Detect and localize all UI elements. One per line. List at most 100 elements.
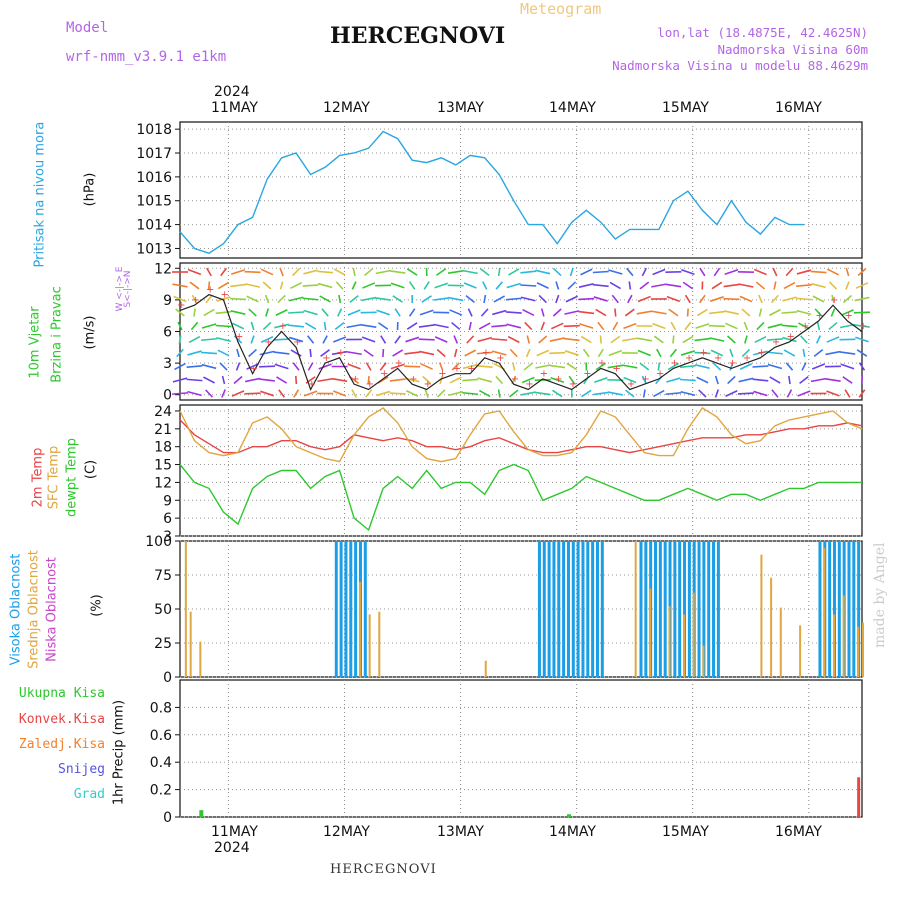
wind-barb xyxy=(853,311,871,314)
wind-barb xyxy=(175,308,185,317)
wind-barb xyxy=(738,377,754,383)
wind-barb xyxy=(260,390,275,397)
wind-barb xyxy=(206,267,212,277)
wind-barb xyxy=(738,283,754,288)
high-cloud-bar xyxy=(576,541,580,677)
gust-mark: + xyxy=(424,379,432,390)
wind-barb xyxy=(814,308,823,317)
wind-barb xyxy=(679,378,696,382)
wind-barb xyxy=(785,362,794,371)
wind-barb xyxy=(346,323,362,329)
wind-barb xyxy=(303,390,318,397)
wind-barb xyxy=(236,348,240,358)
wind-barb xyxy=(338,294,342,304)
wind-barb xyxy=(767,363,783,370)
wind-barb xyxy=(725,322,738,330)
wind-barb xyxy=(463,282,477,289)
wind-barb xyxy=(637,295,651,303)
gust-mark: + xyxy=(496,353,504,364)
gust-mark: + xyxy=(279,321,287,332)
gust-mark: + xyxy=(612,363,620,374)
wind-barb xyxy=(434,336,448,343)
wind-barb xyxy=(433,297,449,301)
wind-barb xyxy=(276,376,288,384)
wind-barb xyxy=(439,375,444,385)
wind-barb xyxy=(497,267,501,277)
wind-barb xyxy=(274,363,289,370)
wind-barb xyxy=(534,391,551,396)
wind-barb xyxy=(288,311,305,314)
meteogram-label: Meteogram xyxy=(520,0,602,18)
wind-barb xyxy=(565,295,578,303)
wind-barb xyxy=(841,309,854,316)
high-cloud-bar xyxy=(644,541,648,677)
wind-barb xyxy=(709,337,725,342)
wind-barb xyxy=(478,322,491,330)
wind-barb xyxy=(273,351,290,355)
wind-barb xyxy=(172,392,188,395)
wind-barb xyxy=(477,336,492,343)
wind-barb xyxy=(203,376,215,384)
elevation-label: Nadmorska Visina 60m xyxy=(717,42,868,57)
gust-mark: + xyxy=(656,369,664,380)
gust-mark: + xyxy=(859,321,867,332)
wind-barb xyxy=(317,270,334,274)
wind-barb xyxy=(172,283,188,288)
wind-barb xyxy=(279,281,284,290)
wind-barb xyxy=(434,282,449,289)
wind-barb xyxy=(699,267,706,277)
wind-barb xyxy=(552,389,563,398)
wind-barb xyxy=(641,375,647,385)
wind-barb xyxy=(418,338,435,341)
wind-barb xyxy=(262,281,272,290)
wind-barb xyxy=(737,392,754,395)
wind-barb xyxy=(408,308,416,317)
wind-barb xyxy=(418,324,435,328)
gust-mark: + xyxy=(192,295,200,306)
wind-barb xyxy=(540,308,545,317)
wind-barb xyxy=(782,296,797,302)
wind-barb xyxy=(582,348,590,358)
pressure-line xyxy=(179,130,804,254)
gust-mark: + xyxy=(554,374,562,385)
wind-barb xyxy=(245,377,261,383)
cloud-panel: 0 25 50 75 100 xyxy=(145,534,864,686)
wind-barb xyxy=(844,389,851,398)
wind-barb xyxy=(507,335,520,344)
wind-barb xyxy=(797,390,811,397)
wind-barb xyxy=(201,337,217,342)
wind-barb xyxy=(491,324,508,328)
wind-barb xyxy=(506,323,522,329)
wind-barb xyxy=(609,281,621,290)
wind-barb xyxy=(462,269,478,275)
wind-barb xyxy=(215,324,232,328)
wind-barb xyxy=(592,283,609,288)
wind-barb xyxy=(858,389,866,398)
wind-barb xyxy=(230,310,246,315)
wind-barb xyxy=(233,375,243,385)
wind-barb xyxy=(569,267,574,277)
wind-barb xyxy=(351,389,357,398)
day-top-2: 12MAY xyxy=(323,100,370,116)
high-cloud-bar xyxy=(832,541,836,677)
precip-ytick-label: 0.8 xyxy=(150,700,172,716)
wind-barb xyxy=(854,296,870,302)
wind-barb xyxy=(772,267,778,277)
high-cloud-bar xyxy=(571,541,575,677)
wind-barb xyxy=(478,389,491,398)
wind-barb xyxy=(505,297,522,301)
wind-barb xyxy=(593,296,608,302)
high-cloud-bar xyxy=(363,541,367,677)
wind-barb xyxy=(579,323,594,329)
wind-barb xyxy=(476,365,493,368)
wind-barb xyxy=(799,376,809,384)
wind-barb xyxy=(307,362,314,371)
wind-barb xyxy=(205,389,213,398)
gust-mark: + xyxy=(482,348,490,359)
day-bottom-1: 11MAY xyxy=(211,824,258,840)
wind-barb xyxy=(349,294,359,304)
wind-barb xyxy=(178,335,182,344)
cloud-ytick-label: 25 xyxy=(154,636,172,652)
wind-barb xyxy=(698,389,707,398)
day-bottom-4: 14MAY xyxy=(549,824,596,840)
